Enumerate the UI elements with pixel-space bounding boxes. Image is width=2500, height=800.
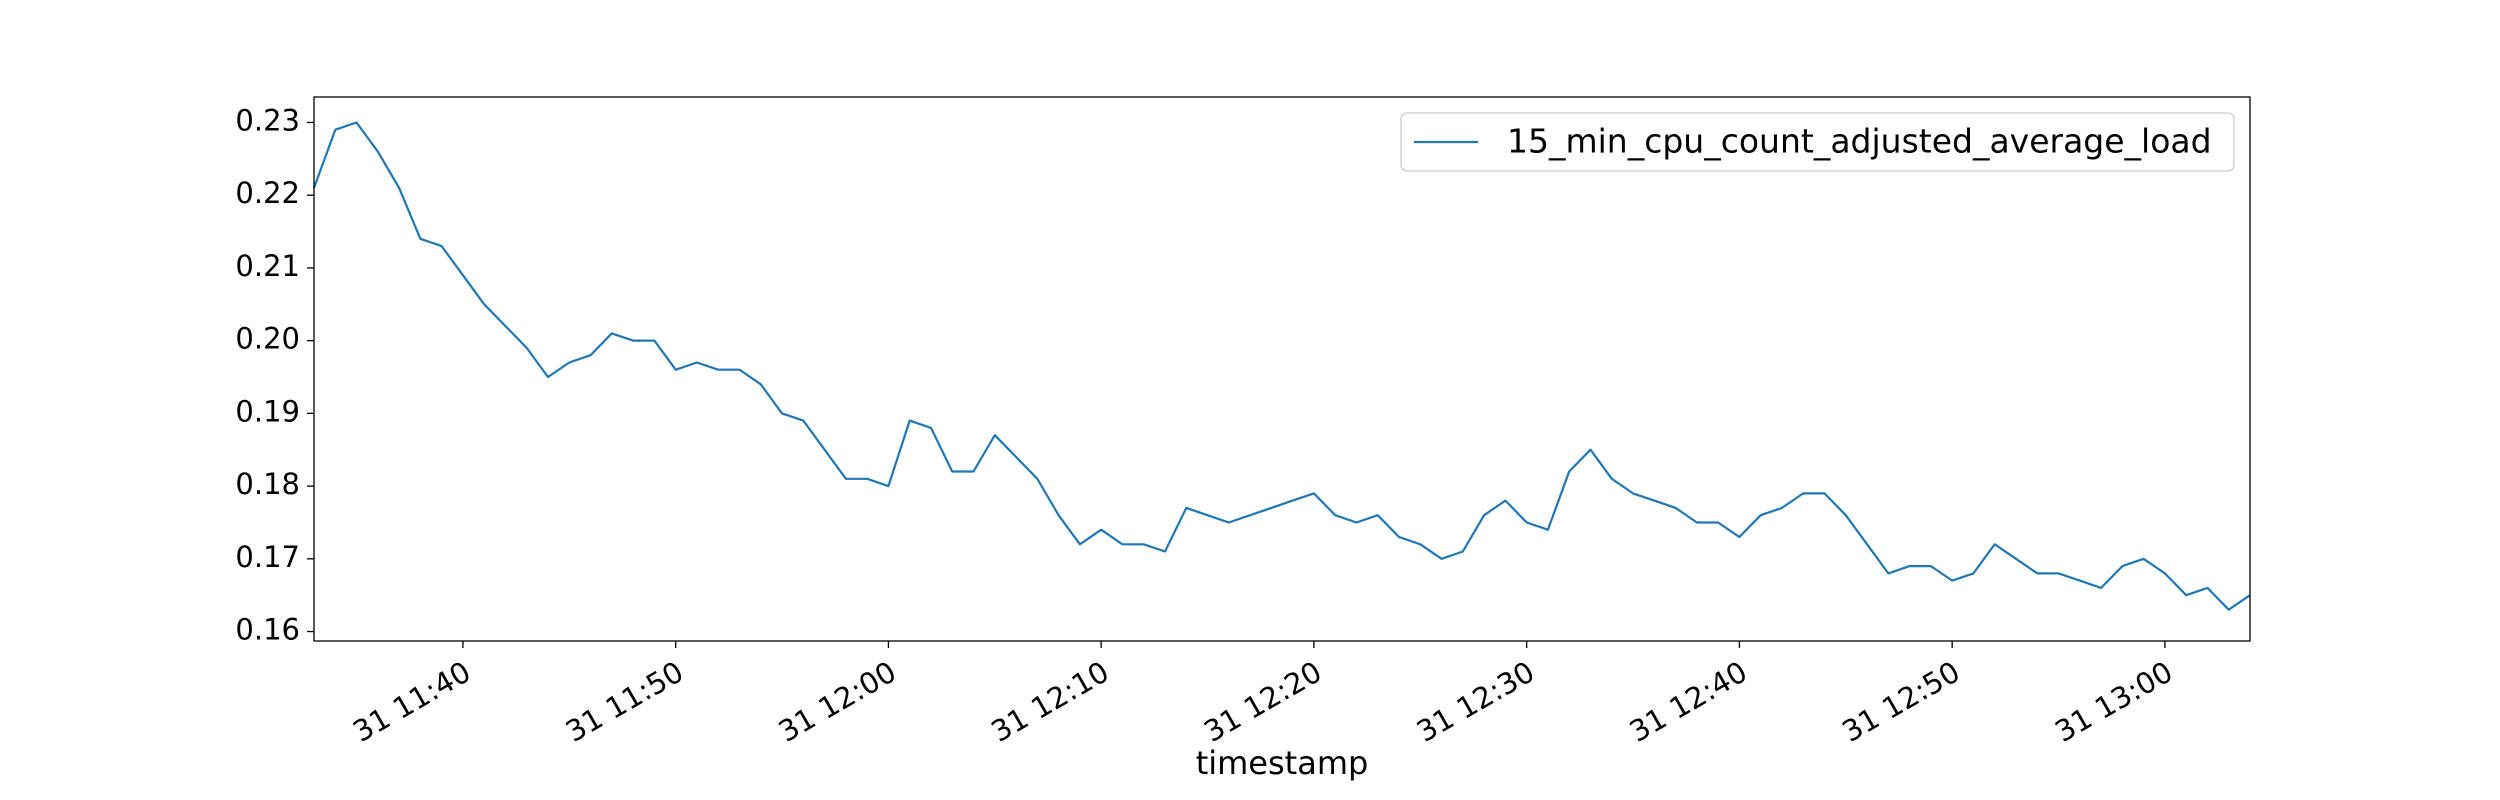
y-tick-label: 0.20 — [235, 322, 300, 356]
y-tick-label: 0.22 — [235, 176, 300, 210]
y-tick-label: 0.21 — [235, 249, 300, 283]
y-tick-label: 0.16 — [235, 613, 300, 647]
x-axis-label: timestamp — [1196, 744, 1369, 782]
y-tick-label: 0.17 — [235, 540, 300, 574]
y-tick-label: 0.19 — [235, 394, 300, 428]
axes-frame — [313, 96, 2251, 642]
legend-label: 15_min_cpu_count_adjusted_average_load — [1507, 122, 2212, 161]
line-series — [312, 121, 2251, 611]
y-tick-label: 0.23 — [235, 103, 300, 137]
legend-box — [1400, 112, 2235, 172]
y-tick-label: 0.18 — [235, 467, 300, 501]
